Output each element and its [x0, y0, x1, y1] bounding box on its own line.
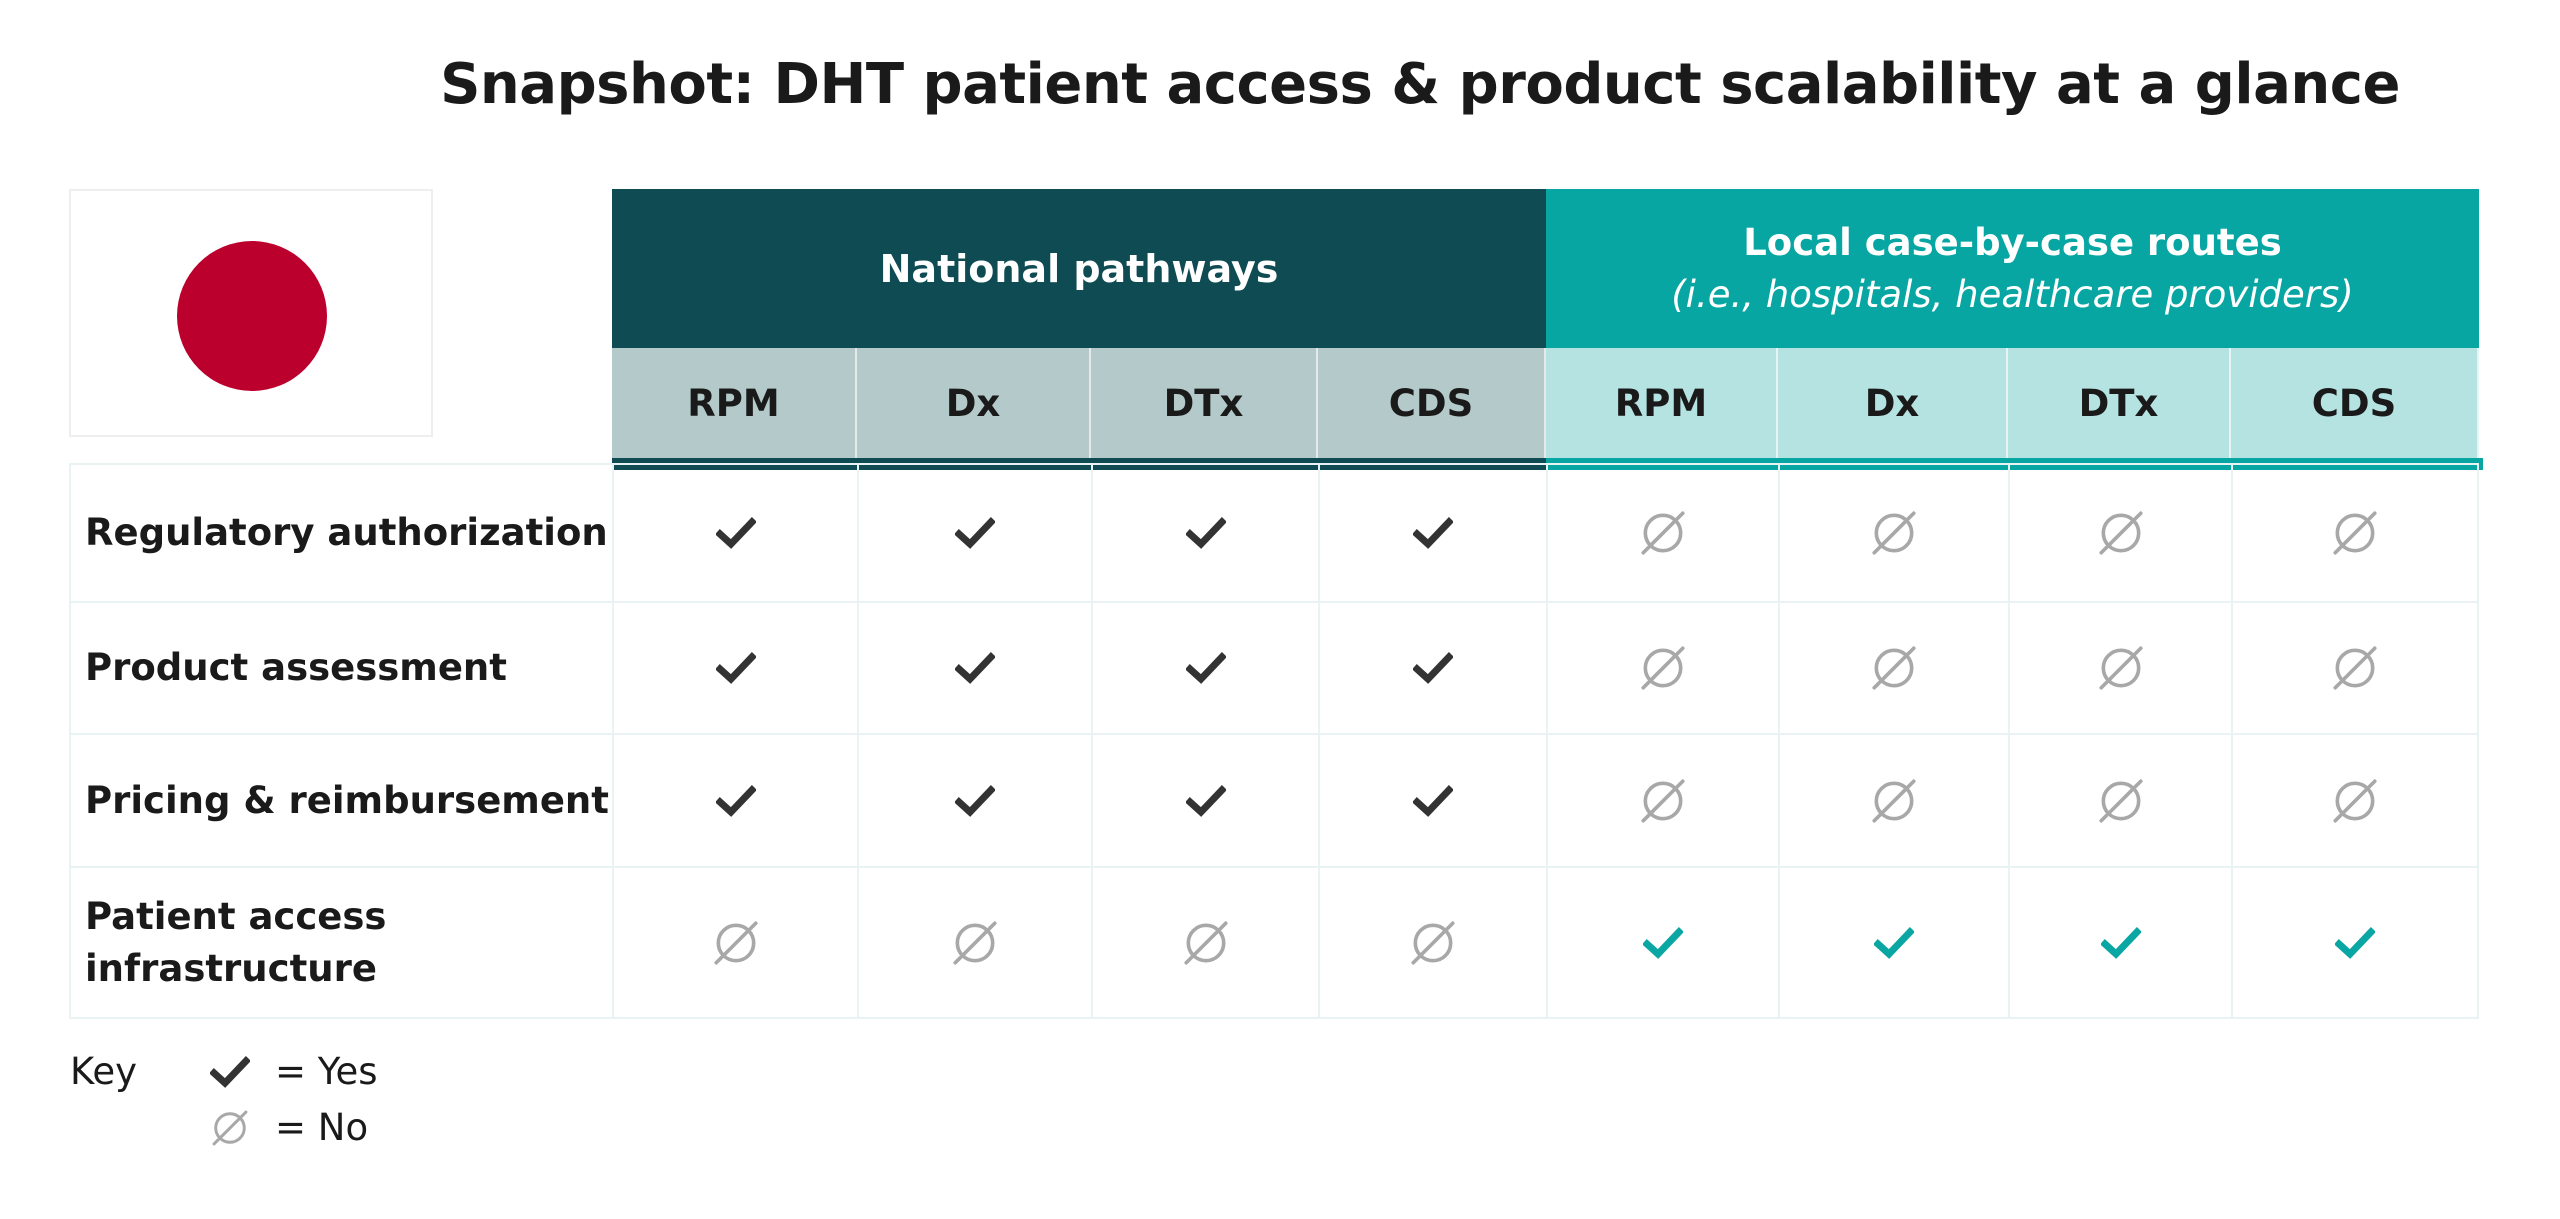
table-cell [857, 601, 1091, 733]
empty-set-icon [1868, 507, 1920, 559]
flag-red-disc [177, 241, 327, 391]
key-yes: = Yes [205, 1050, 378, 1093]
check-icon [1185, 513, 1226, 553]
check-icon [1413, 781, 1453, 821]
check-icon [715, 648, 756, 688]
empty-set-icon [2329, 642, 2381, 694]
group-header-local-sublabel: (i.e., hospitals, healthcare providers) [1671, 272, 2354, 316]
table-cell [857, 463, 1091, 601]
check-icon [955, 648, 995, 688]
check-icon [1185, 648, 1226, 688]
row-label: Regulatory authorization [69, 463, 612, 601]
empty-set-icon [1637, 507, 1689, 559]
table-cell [1546, 463, 1778, 601]
table-cell [1546, 601, 1778, 733]
table-cell [2231, 463, 2479, 601]
check-icon [715, 513, 756, 553]
table-cell [2231, 733, 2479, 866]
table-cell [1091, 601, 1318, 733]
check-icon [205, 1052, 255, 1092]
check-icon [955, 781, 995, 821]
group-header-national: National pathways [612, 189, 1546, 348]
column-header-national-dx: Dx [857, 348, 1091, 458]
table-cell [2008, 463, 2231, 601]
table-cell [2231, 601, 2479, 733]
empty-set-icon [1868, 775, 1920, 827]
check-icon [2335, 923, 2375, 963]
key-label: Key [70, 1050, 138, 1093]
table-cell [1778, 601, 2008, 733]
table-cell [612, 601, 857, 733]
column-header-local-dx: Dx [1778, 348, 2008, 458]
table-cell [1091, 733, 1318, 866]
empty-set-icon [1868, 642, 1920, 694]
column-header-local-cds: CDS [2231, 348, 2479, 458]
check-icon [1413, 513, 1453, 553]
column-header-national-dtx: DTx [1091, 348, 1318, 458]
empty-set-icon [2095, 775, 2147, 827]
key-no-label: = No [275, 1106, 369, 1149]
check-icon [1413, 648, 1453, 688]
table-cell [1318, 463, 1546, 601]
check-icon [1643, 923, 1683, 963]
check-icon [2100, 923, 2141, 963]
table-cell [1091, 866, 1318, 1019]
group-header-local: Local case-by-case routes (i.e., hospita… [1546, 189, 2479, 348]
empty-set-icon [2095, 642, 2147, 694]
table-cell [1091, 463, 1318, 601]
empty-set-icon [949, 917, 1001, 969]
empty-set-icon [710, 917, 762, 969]
table-cell [1778, 463, 2008, 601]
table-cell [612, 733, 857, 866]
table-cell [612, 463, 857, 601]
column-header-local-rpm: RPM [1546, 348, 1778, 458]
japan-flag [69, 189, 433, 437]
table-cell [1318, 601, 1546, 733]
empty-set-icon [2329, 507, 2381, 559]
table-cell [1318, 866, 1546, 1019]
table-cell [857, 866, 1091, 1019]
empty-set-icon [1637, 775, 1689, 827]
table-cell [1778, 733, 2008, 866]
table-cell [2008, 601, 2231, 733]
table-cell [2231, 866, 2479, 1019]
column-header-national-cds: CDS [1318, 348, 1546, 458]
row-label: Patient access infrastructure [69, 866, 612, 1019]
empty-set-icon [1637, 642, 1689, 694]
table-cell [1318, 733, 1546, 866]
key-yes-label: = Yes [275, 1050, 378, 1093]
key-no: = No [205, 1106, 368, 1149]
empty-set-icon [1180, 917, 1232, 969]
check-icon [955, 513, 995, 553]
check-icon [1185, 781, 1226, 821]
table-cell [1546, 733, 1778, 866]
table-cell [612, 866, 857, 1019]
check-icon [1874, 923, 1914, 963]
empty-set-icon [205, 1107, 255, 1149]
row-label: Product assessment [69, 601, 612, 733]
row-label: Pricing & reimbursement [69, 733, 612, 866]
page-title: Snapshot: DHT patient access & product s… [440, 52, 2400, 117]
empty-set-icon [1407, 917, 1459, 969]
empty-set-icon [2095, 507, 2147, 559]
column-header-local-dtx: DTx [2008, 348, 2231, 458]
table-cell [2008, 866, 2231, 1019]
table-cell [1546, 866, 1778, 1019]
check-icon [715, 781, 756, 821]
group-header-national-label: National pathways [879, 246, 1279, 291]
table-cell [2008, 733, 2231, 866]
column-header-national-rpm: RPM [612, 348, 857, 458]
group-header-local-label: Local case-by-case routes [1743, 220, 2282, 264]
table-cell [857, 733, 1091, 866]
empty-set-icon [2329, 775, 2381, 827]
table-cell [1778, 866, 2008, 1019]
